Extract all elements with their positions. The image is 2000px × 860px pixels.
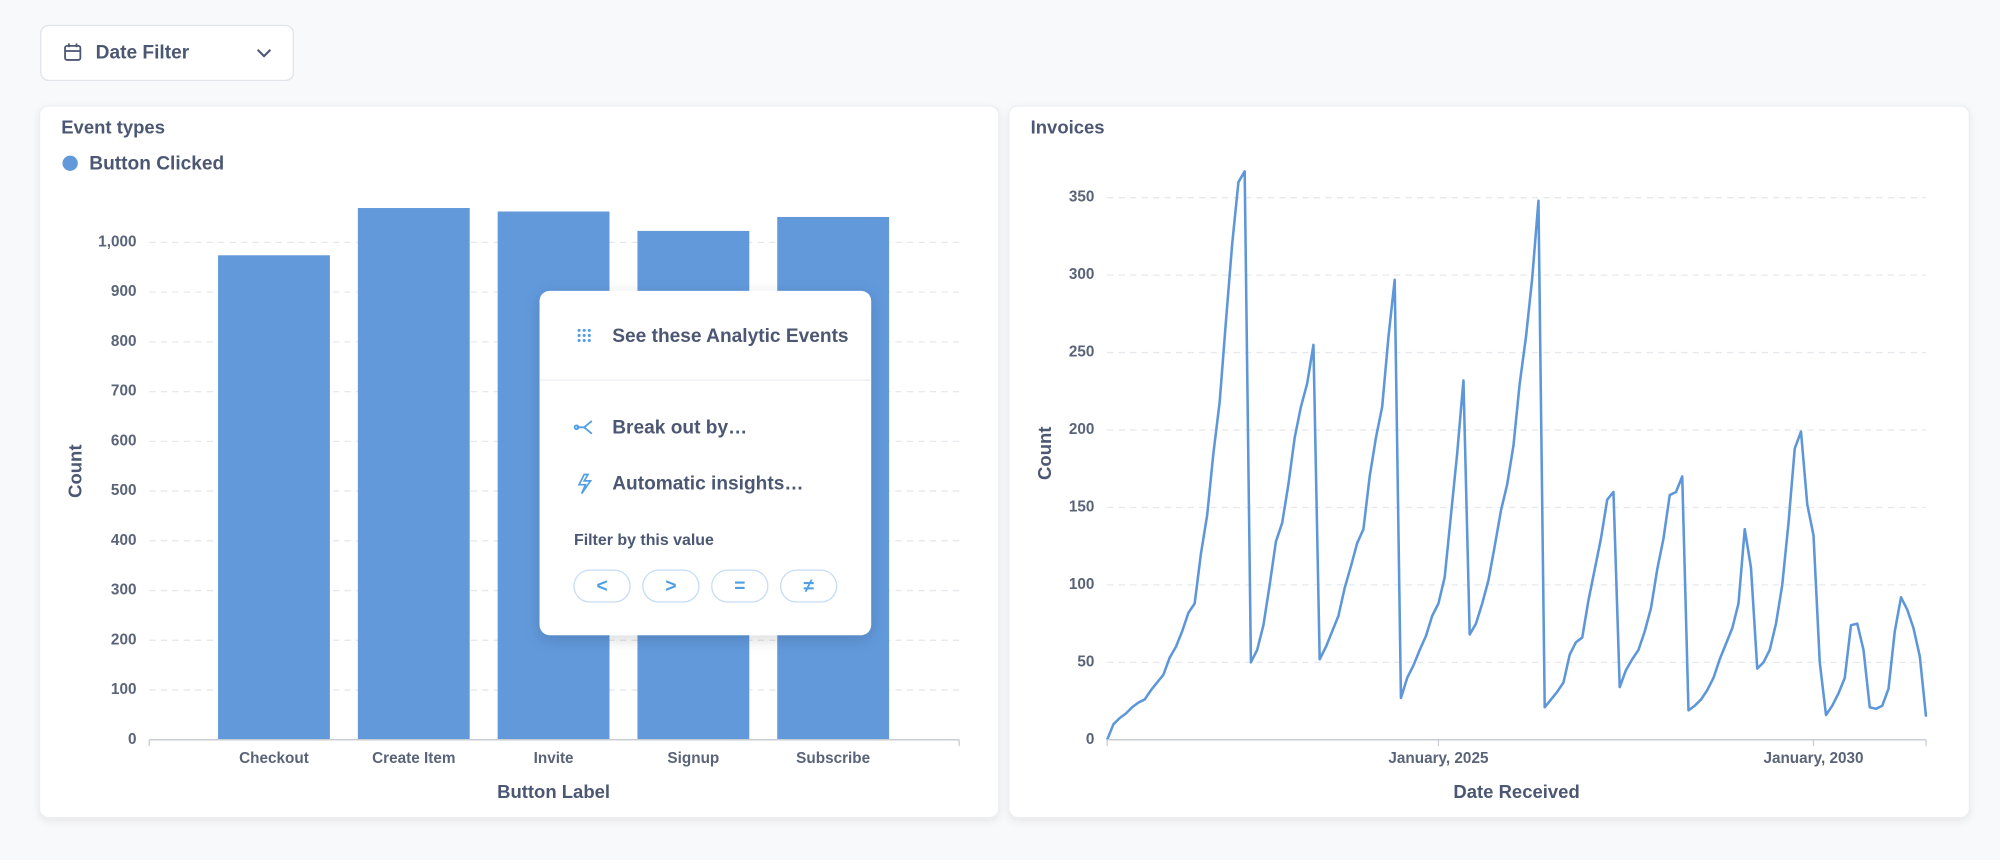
x-tick-label: Create Item xyxy=(372,750,455,767)
filter-buttons: < > = ≠ xyxy=(573,569,838,603)
y-tick-label: 600 xyxy=(111,432,137,449)
filter-button[interactable] xyxy=(779,569,838,603)
y-tick-label: 50 xyxy=(1077,653,1094,670)
x-tick-label: January, 2030 xyxy=(1763,750,1863,767)
popover-box xyxy=(539,290,872,636)
y-tick-label: 100 xyxy=(111,681,137,698)
y-tick-label: 1,000 xyxy=(98,233,136,250)
y-tick-label: 200 xyxy=(1069,421,1095,438)
filter-button[interactable] xyxy=(711,569,769,603)
chevron-icon xyxy=(256,49,272,58)
breakout-icon xyxy=(573,420,593,435)
filter-button[interactable] xyxy=(573,569,631,603)
menu-item[interactable]: See these Analytic Events xyxy=(612,326,848,347)
y-tick-label: 100 xyxy=(1069,576,1095,593)
x-tick-label: Subscribe xyxy=(796,750,870,767)
filter-button-label[interactable]: > xyxy=(665,576,676,597)
charts: Event types01002003004005006007008009001… xyxy=(61,117,1928,802)
filter-button-label[interactable]: = xyxy=(734,576,745,597)
date-filter-box[interactable] xyxy=(40,24,295,81)
bar[interactable] xyxy=(357,208,470,740)
filter-button-label[interactable]: ≠ xyxy=(803,576,814,597)
insights-icon xyxy=(577,473,593,495)
y-axis-title: Count xyxy=(64,444,85,497)
x-tick-label: January, 2025 xyxy=(1388,750,1489,767)
y-tick-label: 400 xyxy=(111,532,137,549)
x-axis-title: Button Label xyxy=(497,781,610,802)
y-axis-title: Count xyxy=(1034,427,1055,480)
y-tick-label: 700 xyxy=(111,383,137,400)
y-tick-label: 500 xyxy=(111,482,137,499)
filter-button-label[interactable]: < xyxy=(596,576,607,597)
menu-item[interactable]: Automatic insights… xyxy=(612,474,803,495)
filter-label: Filter by this value xyxy=(574,532,714,549)
y-tick-label: 250 xyxy=(1069,344,1095,361)
bar[interactable] xyxy=(218,255,330,740)
grid-icon xyxy=(577,328,591,343)
x-tick-label: Invite xyxy=(534,750,574,767)
date-filter-label[interactable]: Date Filter xyxy=(96,43,190,64)
filter-button[interactable] xyxy=(642,569,700,603)
chart-title: Invoices xyxy=(1031,117,1105,138)
date-filter[interactable]: Date Filter xyxy=(40,24,295,81)
menu-item[interactable]: Break out by… xyxy=(612,418,747,439)
y-tick-label: 300 xyxy=(1069,266,1095,283)
y-tick-label: 150 xyxy=(1069,499,1095,516)
legend-label[interactable]: Button Clicked xyxy=(89,154,224,175)
calendar-icon xyxy=(64,43,82,61)
card xyxy=(1008,105,1971,819)
legend-swatch xyxy=(62,155,78,171)
y-tick-label: 900 xyxy=(111,283,137,300)
y-tick-label: 0 xyxy=(128,731,137,748)
chart-title: Event types xyxy=(61,117,165,138)
y-tick-label: 350 xyxy=(1069,189,1095,206)
y-tick-label: 0 xyxy=(1086,731,1095,748)
x-axis-title: Date Received xyxy=(1453,781,1579,802)
y-tick-label: 300 xyxy=(111,582,137,599)
x-tick-label: Signup xyxy=(667,750,719,767)
line[interactable] xyxy=(1105,170,1928,741)
y-tick-label: 200 xyxy=(111,631,137,648)
popover: See these Analytic Events Break out by… … xyxy=(539,290,872,636)
y-tick-label: 800 xyxy=(111,333,137,350)
x-tick-label: Checkout xyxy=(239,750,309,767)
